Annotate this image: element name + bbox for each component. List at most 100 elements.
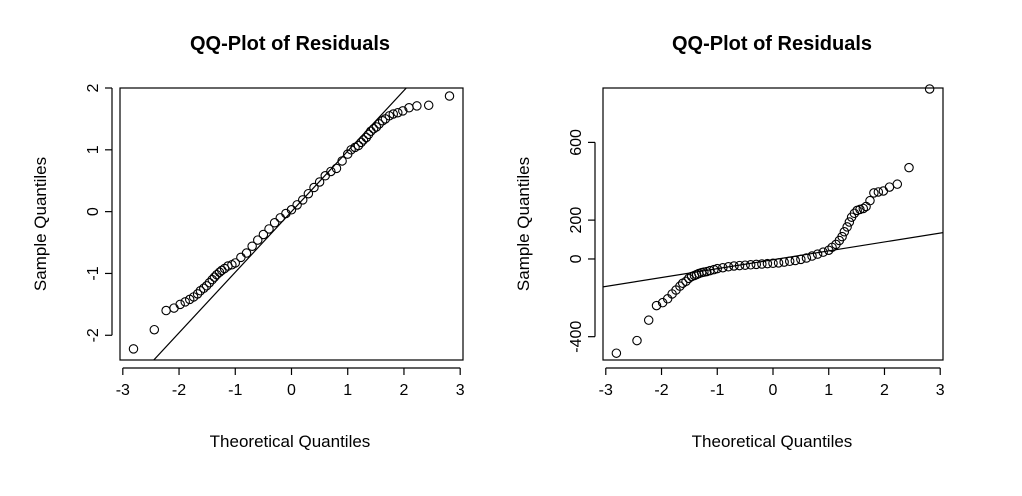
data-point bbox=[297, 195, 308, 205]
data-point bbox=[790, 255, 801, 266]
data-point bbox=[149, 324, 160, 335]
x-tick-label: -1 bbox=[228, 382, 242, 399]
data-point bbox=[873, 187, 884, 197]
data-point bbox=[161, 305, 171, 316]
qq-panel-left: QQ-Plot of Residuals Sample Quantiles Th… bbox=[31, 33, 465, 451]
data-point bbox=[818, 247, 828, 257]
data-point bbox=[201, 281, 212, 291]
data-point bbox=[258, 229, 269, 240]
x-tick-label: -1 bbox=[710, 382, 724, 399]
data-point bbox=[784, 256, 795, 267]
data-point bbox=[292, 200, 302, 210]
data-point bbox=[844, 217, 855, 227]
data-point bbox=[388, 109, 399, 119]
y-tick-label: 0 bbox=[568, 254, 585, 263]
data-point bbox=[309, 182, 319, 193]
data-point bbox=[192, 289, 203, 299]
data-point bbox=[611, 348, 622, 358]
data-point bbox=[444, 91, 455, 101]
data-point bbox=[275, 213, 286, 223]
data-point bbox=[175, 299, 185, 310]
y-tick-label: -400 bbox=[568, 321, 585, 353]
data-point bbox=[377, 116, 388, 126]
data-point bbox=[247, 241, 257, 252]
data-point bbox=[837, 231, 847, 242]
y-tick-label: 200 bbox=[568, 207, 585, 234]
data-point bbox=[705, 265, 715, 276]
data-point bbox=[230, 258, 241, 268]
data-point bbox=[745, 260, 756, 270]
data-point bbox=[180, 297, 190, 307]
x-tick-label: 3 bbox=[936, 382, 945, 399]
data-point bbox=[353, 140, 364, 151]
data-point bbox=[684, 273, 694, 284]
data-point bbox=[801, 253, 812, 263]
data-point bbox=[269, 218, 280, 228]
x-tick-label: -3 bbox=[599, 382, 613, 399]
data-point bbox=[839, 227, 850, 237]
plot-area-right: -3 -2 -1 0 1 2 3 -400 0 200 600 bbox=[568, 84, 945, 399]
data-point bbox=[337, 156, 347, 166]
data-point bbox=[303, 188, 314, 199]
chart-title-left: QQ-Plot of Residuals bbox=[190, 33, 390, 55]
data-point bbox=[779, 257, 789, 267]
data-point bbox=[892, 179, 903, 189]
y-tick-label: 1 bbox=[85, 145, 102, 154]
data-point bbox=[236, 252, 246, 263]
data-point bbox=[264, 224, 274, 234]
chart-title-right: QQ-Plot of Residuals bbox=[672, 33, 872, 55]
x-tick-label: 0 bbox=[769, 382, 778, 399]
data-point bbox=[393, 107, 403, 118]
data-point bbox=[371, 122, 382, 132]
data-point bbox=[358, 135, 369, 145]
data-point bbox=[314, 177, 325, 187]
data-point bbox=[757, 259, 767, 269]
data-point bbox=[734, 260, 745, 271]
data-point bbox=[681, 276, 691, 287]
y-axis-label-left: Sample Quantiles bbox=[31, 157, 50, 291]
data-point bbox=[363, 129, 374, 140]
data-point bbox=[842, 222, 852, 232]
data-point bbox=[712, 263, 723, 274]
data-point bbox=[326, 166, 336, 177]
data-point bbox=[904, 162, 914, 173]
plot-frame-left bbox=[119, 87, 464, 361]
data-point bbox=[675, 281, 685, 291]
data-point bbox=[253, 235, 263, 245]
data-point bbox=[204, 277, 215, 288]
x-tick-label: 2 bbox=[880, 382, 889, 399]
data-point bbox=[632, 335, 642, 346]
data-point bbox=[878, 186, 889, 196]
reference-line bbox=[603, 232, 943, 288]
data-point bbox=[762, 258, 773, 269]
x-tick-label: 2 bbox=[400, 382, 409, 399]
y-tick-label: -2 bbox=[85, 328, 102, 342]
qq-panel-right: QQ-Plot of Residuals Sample Quantiles Th… bbox=[514, 33, 945, 451]
data-point bbox=[812, 249, 823, 259]
data-point bbox=[924, 84, 935, 94]
reference-line bbox=[152, 88, 408, 360]
data-point bbox=[796, 254, 806, 265]
data-point bbox=[751, 259, 762, 270]
data-point bbox=[286, 205, 297, 215]
data-point bbox=[374, 119, 384, 129]
data-point bbox=[865, 195, 875, 206]
data-point bbox=[884, 182, 895, 192]
data-point bbox=[423, 100, 434, 111]
data-point bbox=[823, 245, 834, 255]
data-point bbox=[869, 188, 879, 198]
data-point bbox=[209, 272, 220, 282]
y-axis-label-right: Sample Quantiles bbox=[514, 157, 533, 291]
data-point bbox=[723, 261, 734, 272]
x-tick-label: 1 bbox=[824, 382, 833, 399]
x-tick-label: 0 bbox=[287, 382, 296, 399]
plot-area-left: -3 -2 -1 0 1 2 3 -2 -1 0 1 2 bbox=[85, 83, 465, 399]
data-point bbox=[331, 163, 342, 174]
x-tick-label: 3 bbox=[456, 382, 465, 399]
data-point bbox=[729, 261, 739, 271]
data-point bbox=[651, 300, 662, 311]
x-tick-label: -2 bbox=[172, 382, 186, 399]
data-point bbox=[807, 251, 817, 261]
y-tick-label: 0 bbox=[85, 207, 102, 216]
